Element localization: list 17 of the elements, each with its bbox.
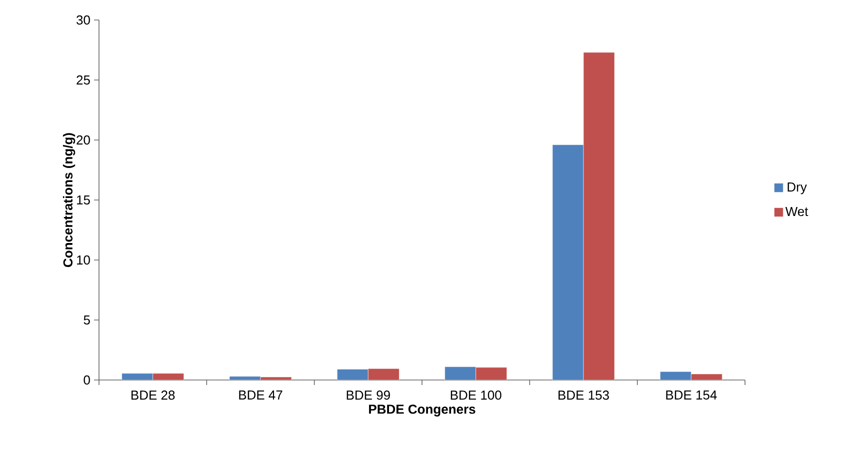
x-tick-label: BDE 47 bbox=[239, 390, 282, 400]
y-tick-label: 0 bbox=[84, 375, 90, 385]
x-tick-label: BDE 99 bbox=[346, 390, 390, 400]
legend-label: Dry bbox=[788, 182, 807, 194]
x-tick-label: BDE 28 bbox=[132, 390, 175, 400]
x-tick-label: BDE 100 bbox=[450, 390, 502, 400]
y-tick-label: 15 bbox=[77, 195, 90, 205]
y-tick-label: 25 bbox=[76, 75, 90, 85]
legend-label: Wet bbox=[785, 207, 808, 216]
y-tick-label: 10 bbox=[77, 255, 90, 265]
y-tick-label: 5 bbox=[84, 315, 90, 325]
y-tick-label: 30 bbox=[76, 15, 90, 25]
x-tick-label: BDE 154 bbox=[666, 390, 717, 400]
x-tick-label: BDE 153 bbox=[558, 390, 609, 400]
x-axis-title: PBDE Congeners bbox=[369, 404, 476, 416]
y-axis-title: Concentrations (ng/g) bbox=[62, 133, 76, 267]
y-tick-label: 20 bbox=[76, 135, 90, 145]
